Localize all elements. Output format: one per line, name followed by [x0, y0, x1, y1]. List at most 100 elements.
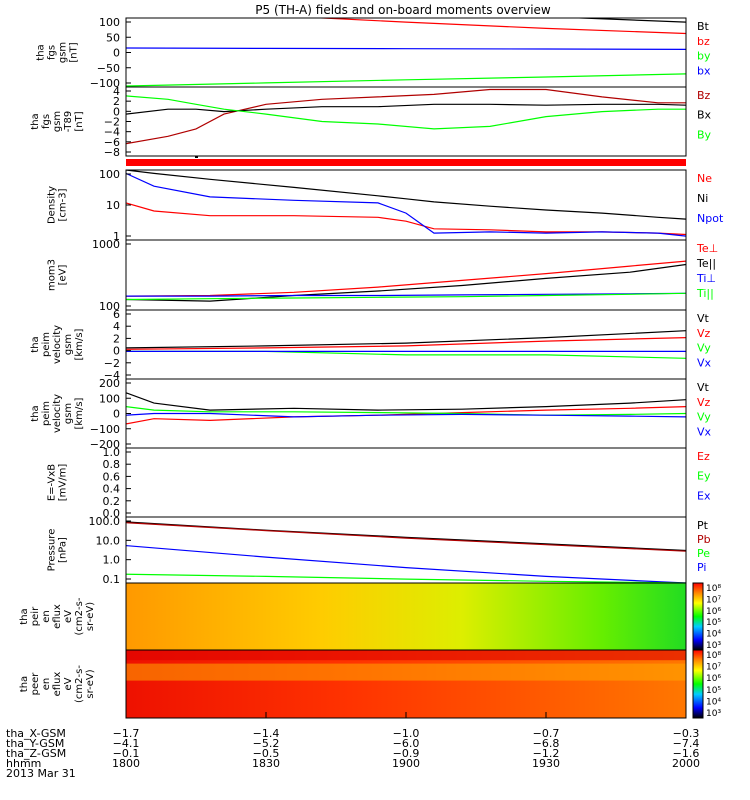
plot-area	[126, 310, 686, 379]
y-tick-label: 4	[113, 85, 120, 98]
y-axis-label: fgs	[41, 114, 52, 129]
spectrogram-band-top	[126, 650, 686, 661]
x-axis-value: 1900	[392, 757, 420, 770]
x-axis-value: −1.6	[673, 747, 700, 760]
y-tick-label: 0.1	[103, 573, 121, 586]
colorbar-tick-label: 10⁴	[706, 630, 721, 640]
series-line-Ni	[126, 170, 686, 220]
x-axis-value: −0.3	[673, 727, 700, 740]
y-tick-label: 200	[99, 377, 120, 390]
x-axis-value: −0.5	[253, 747, 280, 760]
y-tick-label: 10.0	[96, 534, 121, 547]
y-axis-label: gsm	[58, 42, 69, 63]
y-axis-label: (cm2-s-	[74, 665, 85, 703]
y-axis-label: en	[41, 610, 52, 623]
x-axis-row-label: tha_Y-GSM	[6, 737, 64, 750]
legend-label: bz	[697, 35, 710, 48]
legend-label: bx	[697, 64, 711, 77]
legend-label: Vy	[697, 342, 711, 355]
series-line-By	[126, 95, 686, 130]
legend-label: Ni	[697, 192, 708, 205]
legend-label: Pe	[697, 547, 710, 560]
y-axis-label: tha	[19, 676, 30, 692]
panel-6: 200 100 0 −100 −200 tha peim velocity gsm [km/s] V…	[30, 377, 712, 451]
y-axis-label: peim	[41, 401, 52, 426]
y-axis-label: eV	[63, 677, 74, 690]
x-axis-value: −1.2	[533, 747, 560, 760]
legend-label: Vx	[697, 356, 712, 369]
series-line-Te||	[126, 263, 686, 302]
y-axis-label: mom3	[47, 259, 58, 291]
y-tick-label: 0	[113, 105, 120, 118]
y-axis-label: (cm2-s-	[74, 597, 85, 635]
y-axis-label: peer	[30, 672, 41, 696]
x-axis-value: 2000	[672, 757, 700, 770]
y-axis-label: [km/s]	[74, 328, 85, 360]
legend-label: Vz	[697, 396, 711, 409]
y-axis-label: tha	[30, 405, 41, 421]
y-tick-label: 0.4	[103, 483, 121, 496]
y-tick-label: 50	[106, 31, 120, 44]
legend-label: Vz	[697, 327, 711, 340]
y-axis-label: eV	[63, 610, 74, 623]
colorbar-tick-label: 10⁵	[706, 686, 721, 696]
y-axis-label: peir	[30, 606, 41, 626]
plot-area	[126, 170, 686, 240]
y-tick-label: 100	[99, 168, 120, 181]
colorbar-tick-label: 10⁸	[706, 584, 721, 594]
series-line-Ti||	[126, 292, 686, 301]
legend-label: Pt	[697, 519, 709, 532]
y-tick-label: 1000	[92, 238, 120, 251]
y-tick-label: 1.0	[103, 446, 121, 459]
colorbar-tick-label: 10⁶	[706, 674, 721, 684]
y-axis-label: [mV/m]	[58, 464, 69, 502]
x-axis-value: −0.9	[393, 747, 420, 760]
x-axis-value: −1.0	[393, 727, 420, 740]
y-axis-label: gsm	[52, 111, 63, 132]
colorbar	[692, 649, 704, 719]
y-tick-label: −2	[104, 357, 120, 370]
panel-3: 100 10 1 Density [cm-3] Ne Ni Npot	[47, 168, 724, 243]
y-tick-label: −6	[104, 136, 120, 149]
legend-label: By	[697, 128, 712, 141]
series-line-Vy	[126, 406, 686, 416]
y-axis-label: peim	[41, 332, 52, 357]
colorbar-tick-label: 10⁵	[706, 618, 721, 628]
plot-area	[126, 448, 686, 517]
colorbar-tick-label: 10³	[706, 641, 721, 651]
x-axis-value: −5.2	[253, 737, 280, 750]
y-tick-label: −200	[90, 438, 120, 451]
y-tick-label: 0.8	[103, 458, 121, 471]
spectrogram-band	[126, 663, 686, 681]
y-tick-label: −100	[90, 77, 120, 90]
x-axis-value: −0.7	[533, 727, 560, 740]
series-line-Npot	[126, 172, 686, 237]
series-line-Vt	[126, 330, 686, 349]
y-axis-label: tha	[30, 113, 41, 129]
x-axis-value: 1800	[112, 757, 140, 770]
colorbar-tick-label: 10⁷	[706, 663, 721, 673]
spectrogram	[126, 650, 686, 718]
y-axis-label: sr-eV)	[85, 669, 96, 698]
series-line-Vz	[126, 337, 686, 350]
legend-label: Bz	[697, 89, 711, 102]
legend-label: by	[697, 50, 711, 63]
y-tick-label: 100	[99, 392, 120, 405]
y-tick-label: 1	[113, 230, 120, 243]
colorbar-tick-label: 10³	[706, 709, 721, 719]
y-axis-label: eflux	[52, 672, 63, 697]
y-axis-label: velocity	[52, 325, 63, 364]
x-axis-value: −1.4	[253, 727, 280, 740]
y-tick-label: 2	[113, 95, 120, 108]
series-line-Ti⊥	[126, 292, 686, 297]
y-axis-label: sr-eV)	[85, 602, 96, 631]
legend-label: Ex	[697, 489, 711, 502]
y-tick-label: 0.2	[103, 495, 121, 508]
legend-label: Ez	[697, 450, 710, 463]
y-tick-label: −50	[97, 62, 120, 75]
y-axis-label: Density	[47, 186, 58, 224]
colorbar	[692, 582, 704, 651]
